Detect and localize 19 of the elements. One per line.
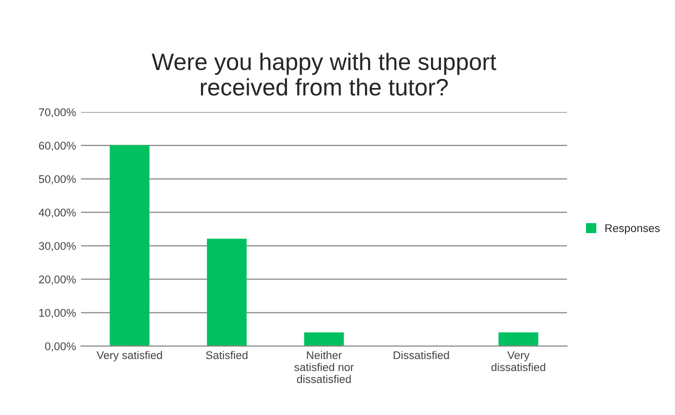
x-tick-label: Neither satisfied nor dissatisfied — [294, 350, 354, 384]
x-tick-label: Very satisfied — [96, 350, 162, 362]
y-tick-label: 0,00% — [45, 342, 76, 352]
y-tick-label: 40,00% — [38, 208, 76, 218]
chart-title: Were you happy with the support received from the tutor? — [152, 52, 496, 96]
x-tick-label: Dissatisfied — [394, 350, 449, 360]
bar — [304, 332, 344, 346]
y-tick-label: 60,00% — [39, 142, 76, 151]
bar — [498, 332, 538, 346]
y-tick-label: 10,00% — [39, 308, 76, 318]
y-tick-label: 20,00% — [39, 276, 76, 285]
x-tick-label: Satisfied — [206, 350, 248, 360]
bar — [206, 238, 247, 346]
y-tick-label: 70,00% — [39, 108, 76, 118]
y-tick-label: 30,00% — [38, 242, 76, 252]
x-tick-label: Very dissatisfied — [491, 351, 546, 372]
legend-label: Responses — [605, 224, 660, 234]
bar — [110, 145, 150, 346]
y-tick-label: 50,00% — [38, 175, 76, 184]
